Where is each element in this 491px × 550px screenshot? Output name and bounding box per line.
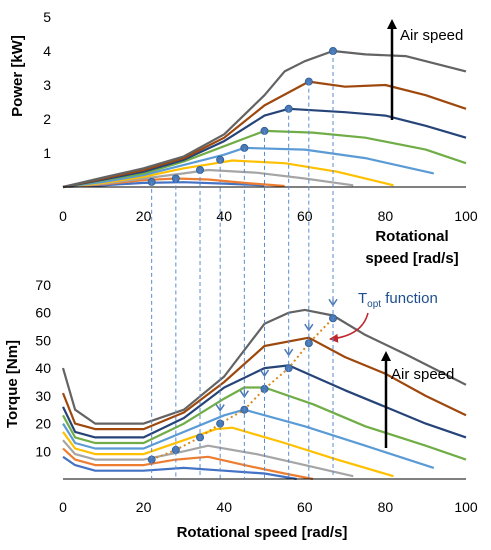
power-series-line-9 <box>62 49 467 189</box>
topt-pointer-arrow <box>329 312 369 343</box>
torque-x-tick-label: 0 <box>59 499 67 515</box>
power-x-axis-label-line2: speed [rad/s] <box>365 250 458 267</box>
power-x-tick-label: 40 <box>216 208 232 224</box>
torque-y-tick-label: 50 <box>35 332 51 348</box>
power-x-tick-label: 20 <box>136 208 152 224</box>
torque-y-ticks: 10 20 30 40 50 60 70 <box>35 277 51 459</box>
power-y-tick-label: 2 <box>43 111 51 127</box>
power-series-line-5 <box>62 146 435 189</box>
torque-series-line-4 <box>62 426 394 478</box>
power-x-tick-label: 0 <box>59 208 67 224</box>
power-y-tick-label: 4 <box>43 43 51 59</box>
torque-x-tick-label: 60 <box>297 499 313 515</box>
torque-air-speed-label: Air speed <box>391 366 454 383</box>
power-series-line-7 <box>62 107 467 189</box>
torque-x-tick-label: 20 <box>136 499 152 515</box>
power-y-tick-label: 5 <box>43 9 51 25</box>
power-plot-area <box>62 47 467 189</box>
torque-y-tick-label: 30 <box>35 388 51 404</box>
power-x-ticks: 0 20 40 60 80 100 <box>59 208 478 224</box>
power-chart: 0 20 40 60 80 100 1 2 3 4 5 Power [kW] Rotational… <box>9 9 478 267</box>
torque-y-axis-label: Torque [Nm] <box>4 340 21 428</box>
topt-sub: opt <box>367 299 381 310</box>
torque-series-line-5 <box>62 408 435 469</box>
power-y-tick-label: 3 <box>43 77 51 93</box>
torque-series-line-1 <box>62 455 297 481</box>
power-y-axis-label: Power [kW] <box>9 35 26 117</box>
torque-x-axis-label: Rotational speed [rad/s] <box>177 524 348 541</box>
power-y-ticks: 1 2 3 4 5 <box>43 9 51 161</box>
power-x-tick-label: 100 <box>454 208 478 224</box>
torque-y-tick-label: 20 <box>35 416 51 432</box>
torque-series-line-8 <box>61 336 467 431</box>
topt-rest: function <box>381 290 438 307</box>
torque-x-tick-label: 80 <box>378 499 394 515</box>
power-series-line-4 <box>62 159 394 189</box>
power-x-tick-label: 60 <box>297 208 313 224</box>
torque-y-tick-label: 40 <box>35 360 51 376</box>
power-y-tick-label: 1 <box>43 145 51 161</box>
power-air-speed-label: Air speed <box>400 27 463 44</box>
torque-series-line-7 <box>62 364 467 439</box>
topt-main: T <box>358 290 367 307</box>
power-series-line-6 <box>62 129 467 189</box>
torque-plot-area <box>61 298 467 481</box>
optimal-point-connectors <box>151 51 334 479</box>
torque-x-tick-label: 40 <box>216 499 232 515</box>
torque-y-tick-label: 10 <box>35 443 51 459</box>
power-x-tick-label: 80 <box>378 208 394 224</box>
torque-x-tick-label: 100 <box>454 499 478 515</box>
torque-y-tick-label: 60 <box>35 305 51 321</box>
power-series-line-8 <box>62 80 467 189</box>
torque-series-line-6 <box>62 386 467 461</box>
torque-y-tick-label: 70 <box>35 277 51 293</box>
power-x-axis-label-line1: Rotational <box>375 228 448 245</box>
torque-x-ticks: 0 20 40 60 80 100 <box>59 499 478 515</box>
topt-function-label: Topt function <box>358 290 438 310</box>
